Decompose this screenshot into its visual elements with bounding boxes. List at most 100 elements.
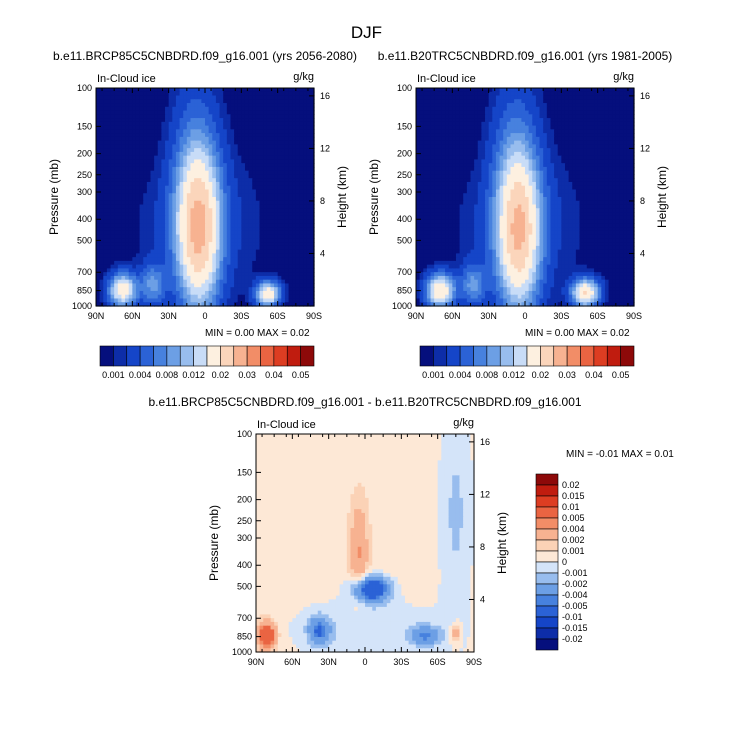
field-cell: [561, 99, 566, 104]
field-cell: [455, 114, 461, 119]
field-cell: [557, 88, 562, 93]
field-cell: [165, 148, 170, 153]
field-cell: [96, 103, 101, 108]
field-cell: [223, 230, 228, 236]
field-cell: [194, 159, 199, 164]
field-cell: [259, 148, 264, 153]
field-cell: [263, 114, 268, 119]
field-cell: [157, 204, 162, 209]
field-cell: [106, 178, 112, 183]
field-cell: [543, 121, 548, 127]
field-cell: [161, 264, 166, 270]
field-cell: [96, 223, 101, 228]
field-cell: [306, 103, 311, 108]
field-cell: [492, 114, 497, 119]
field-cell: [604, 99, 610, 104]
field-cell: [215, 260, 221, 266]
field-cell: [281, 95, 286, 100]
field-cell: [183, 118, 188, 123]
field-cell: [234, 249, 239, 254]
field-cell: [452, 114, 457, 119]
field-cell: [215, 118, 221, 123]
field-cell: [186, 223, 192, 228]
field-cell: [96, 272, 101, 277]
field-cell: [110, 215, 115, 221]
field-cell: [495, 110, 501, 115]
field-cell: [506, 118, 512, 123]
field-cell: [546, 163, 552, 168]
field-cell: [310, 103, 315, 108]
field-cell: [270, 118, 275, 123]
field-cell: [146, 110, 152, 115]
field-cell: [194, 230, 199, 236]
field-cell: [263, 283, 268, 288]
field-cell: [564, 110, 570, 115]
field-cell: [495, 136, 501, 142]
field-cell: [583, 99, 588, 104]
field-cell: [601, 133, 606, 138]
field-cell: [608, 121, 613, 127]
field-cell: [175, 144, 181, 149]
field-cell: [197, 272, 202, 277]
field-cell: [292, 189, 297, 194]
field-cell: [186, 178, 192, 183]
field-cell: [539, 170, 544, 176]
field-cell: [165, 215, 170, 221]
field-cell: [274, 88, 279, 93]
field-cell: [143, 302, 148, 307]
field-cell: [466, 133, 472, 138]
field-cell: [608, 114, 613, 119]
field-cell: [445, 148, 450, 153]
field-cell: [455, 110, 461, 115]
field-cell: [441, 129, 446, 134]
field-cell: [295, 174, 301, 179]
field-cell: [448, 151, 453, 157]
field-cell: [205, 114, 210, 119]
field-cell: [266, 114, 271, 119]
field-cell: [226, 230, 232, 236]
field-cell: [186, 253, 192, 258]
field-cell: [615, 88, 621, 93]
field-cell: [157, 121, 162, 127]
field-cell: [281, 242, 286, 247]
field-cell: [128, 260, 133, 266]
field-cell: [219, 302, 224, 307]
field-cell: [601, 140, 606, 145]
field-cell: [597, 88, 602, 93]
field-cell: [612, 136, 617, 142]
field-cell: [532, 121, 537, 127]
field-cell: [186, 264, 192, 270]
field-cell: [208, 223, 213, 228]
field-cell: [161, 114, 166, 119]
field-cell: [263, 121, 268, 127]
field-cell: [132, 212, 137, 217]
field-cell: [154, 294, 159, 300]
field-cell: [274, 260, 279, 266]
field-cell: [215, 114, 221, 119]
field-cell: [477, 118, 482, 123]
field-cell: [117, 287, 123, 292]
field-cell: [503, 163, 508, 168]
field-cell: [615, 95, 621, 100]
field-cell: [303, 88, 308, 93]
field-cell: [575, 129, 581, 134]
field-cell: [205, 125, 210, 130]
field-cell: [608, 163, 613, 168]
field-cell: [165, 159, 170, 164]
field-cell: [481, 144, 486, 149]
field-cell: [583, 133, 588, 138]
field-cell: [234, 170, 239, 176]
field-cell: [459, 129, 464, 134]
field-cell: [463, 125, 468, 130]
field-cell: [172, 287, 177, 292]
field-cell: [521, 110, 526, 115]
field-cell: [295, 257, 301, 262]
field-cell: [557, 99, 562, 104]
field-cell: [623, 110, 628, 115]
field-cell: [550, 110, 555, 115]
field-cell: [288, 264, 293, 270]
field-cell: [503, 106, 508, 112]
field-cell: [281, 268, 286, 273]
field-cell: [121, 275, 126, 281]
field-cell: [226, 249, 232, 254]
